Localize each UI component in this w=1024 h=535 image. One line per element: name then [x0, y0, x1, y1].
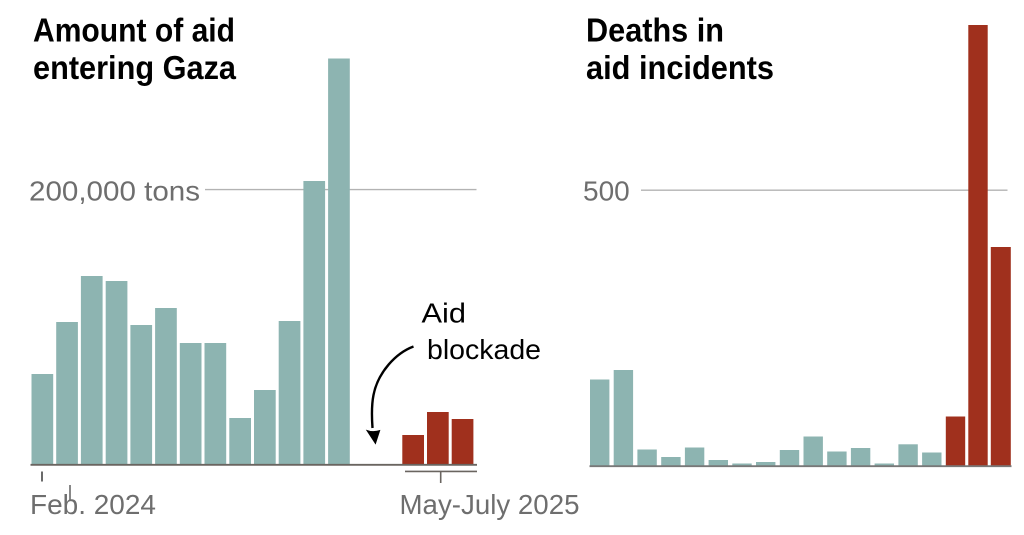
- svg-text:May-July 2025: May-July 2025: [400, 489, 580, 520]
- svg-text:Deaths in: Deaths in: [586, 12, 724, 49]
- svg-text:aid incidents: aid incidents: [586, 49, 774, 86]
- svg-text:500: 500: [583, 176, 630, 207]
- svg-text:Feb. 2024: Feb. 2024: [30, 489, 156, 520]
- svg-text:entering Gaza: entering Gaza: [33, 49, 237, 86]
- svg-text:Aid: Aid: [422, 298, 467, 329]
- svg-text:200,000 tons: 200,000 tons: [29, 176, 200, 207]
- svg-text:blockade: blockade: [427, 334, 541, 365]
- svg-text:Amount of aid: Amount of aid: [33, 12, 235, 49]
